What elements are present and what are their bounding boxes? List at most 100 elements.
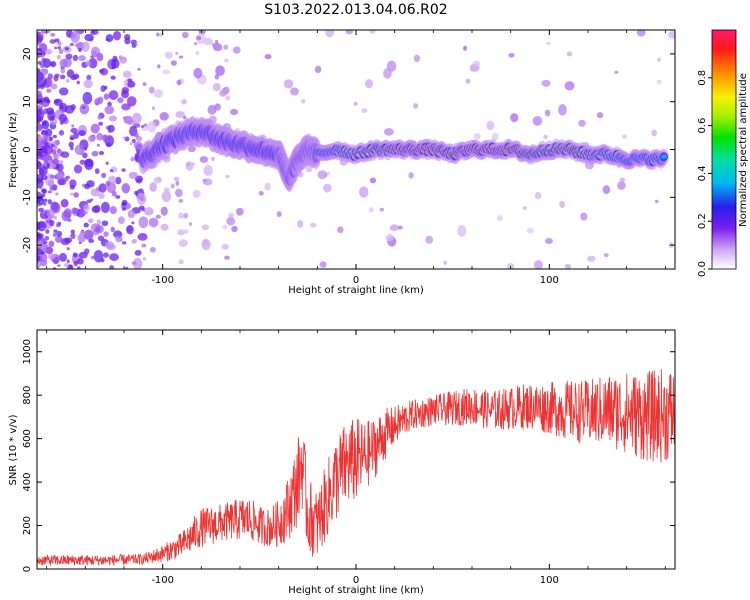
noise-speckle	[359, 186, 369, 198]
noise-speckle	[177, 229, 186, 236]
noise-speckle	[118, 55, 123, 60]
noise-speckle	[176, 79, 182, 86]
noise-speckle	[558, 104, 567, 116]
noise-speckle	[70, 232, 76, 240]
noise-speckle	[161, 190, 172, 203]
noise-speckle	[68, 141, 74, 148]
track-core	[660, 154, 668, 159]
noise-speckle	[83, 204, 90, 212]
noise-speckle	[45, 229, 50, 234]
colorbar-ticks: 0.0 0.2 0.4 0.6 0.8	[697, 70, 712, 277]
noise-speckle	[534, 191, 542, 200]
noise-speckle	[127, 209, 136, 219]
noise-speckle	[147, 121, 157, 133]
noise-speckle	[224, 255, 230, 260]
noise-speckle	[87, 218, 94, 224]
noise-speckle	[224, 58, 229, 63]
snr-xlabel: Height of straight line (km)	[288, 585, 424, 596]
noise-speckle	[143, 207, 154, 216]
noise-speckle	[123, 34, 131, 41]
noise-speckle	[59, 58, 68, 68]
noise-speckle	[230, 108, 238, 116]
noise-speckle	[70, 104, 76, 111]
noise-speckle	[225, 174, 230, 179]
noise-speckle	[276, 211, 282, 218]
noise-speckle	[113, 230, 123, 239]
noise-speckle	[54, 46, 58, 50]
noise-speckle	[170, 183, 175, 189]
noise-speckle	[88, 58, 98, 69]
noise-speckle	[457, 225, 467, 237]
noise-speckle	[39, 186, 43, 190]
noise-speckle	[543, 134, 548, 139]
noise-speckle	[63, 208, 72, 219]
noise-speckle	[545, 237, 553, 245]
noise-speckle	[183, 212, 189, 219]
noise-speckle	[258, 191, 264, 196]
noise-speckle	[305, 166, 313, 173]
y-tick-label: 10	[22, 95, 33, 108]
noise-speckle	[182, 31, 189, 39]
noise-speckle	[82, 106, 86, 109]
noise-speckle	[103, 231, 109, 237]
noise-speckle	[104, 105, 115, 115]
noise-speckle	[149, 182, 157, 192]
noise-speckle	[49, 219, 55, 227]
noise-speckle	[564, 263, 572, 269]
noise-speckle	[77, 210, 81, 214]
noise-speckle	[192, 189, 201, 198]
noise-speckle	[94, 224, 104, 234]
noise-speckle	[105, 34, 114, 42]
noise-speckle	[81, 41, 90, 52]
noise-speckle	[175, 51, 179, 55]
noise-speckle	[138, 188, 144, 193]
noise-speckle	[143, 123, 148, 127]
noise-speckle	[47, 73, 53, 80]
noise-speckle	[617, 181, 626, 190]
noise-speckle	[66, 78, 70, 83]
noise-speckle	[49, 62, 55, 66]
noise-speckle	[566, 51, 573, 57]
noise-speckle	[90, 255, 95, 260]
noise-speckle	[317, 170, 328, 180]
noise-speckle	[193, 67, 203, 79]
noise-speckle	[140, 125, 145, 128]
noise-speckle	[532, 115, 543, 126]
noise-speckle	[49, 39, 56, 44]
noise-speckle	[196, 35, 202, 41]
noise-speckle	[41, 129, 46, 134]
noise-speckle	[130, 39, 137, 46]
noise-speckle	[78, 251, 88, 259]
noise-speckle	[510, 113, 519, 123]
noise-speckle	[105, 142, 112, 148]
noise-speckle	[50, 33, 56, 37]
noise-speckle	[69, 136, 75, 141]
noise-speckle	[134, 249, 142, 256]
noise-speckle	[345, 30, 354, 35]
noise-speckle	[132, 112, 142, 125]
noise-speckle	[60, 151, 70, 158]
noise-speckle	[77, 258, 84, 265]
noise-speckle	[110, 226, 115, 233]
y-tick-label: 400	[22, 473, 33, 492]
noise-speckle	[109, 253, 119, 261]
noise-speckle	[211, 156, 215, 162]
noise-speckle	[236, 207, 244, 216]
noise-speckle	[264, 54, 272, 60]
figure-title: S103.2022.013.04.06.R02	[264, 2, 447, 18]
noise-speckle	[108, 175, 117, 185]
noise-speckle	[96, 132, 104, 141]
noise-speckle	[55, 139, 60, 146]
noise-speckle	[66, 175, 71, 180]
noise-speckle	[87, 135, 96, 143]
noise-speckle	[465, 78, 471, 84]
noise-speckle	[115, 194, 121, 199]
noise-speckle	[48, 240, 55, 247]
noise-speckle	[109, 206, 117, 215]
noise-speckle	[51, 143, 55, 147]
noise-speckle	[133, 141, 143, 150]
y-tick-label: 800	[22, 386, 33, 405]
noise-speckle	[225, 95, 230, 101]
